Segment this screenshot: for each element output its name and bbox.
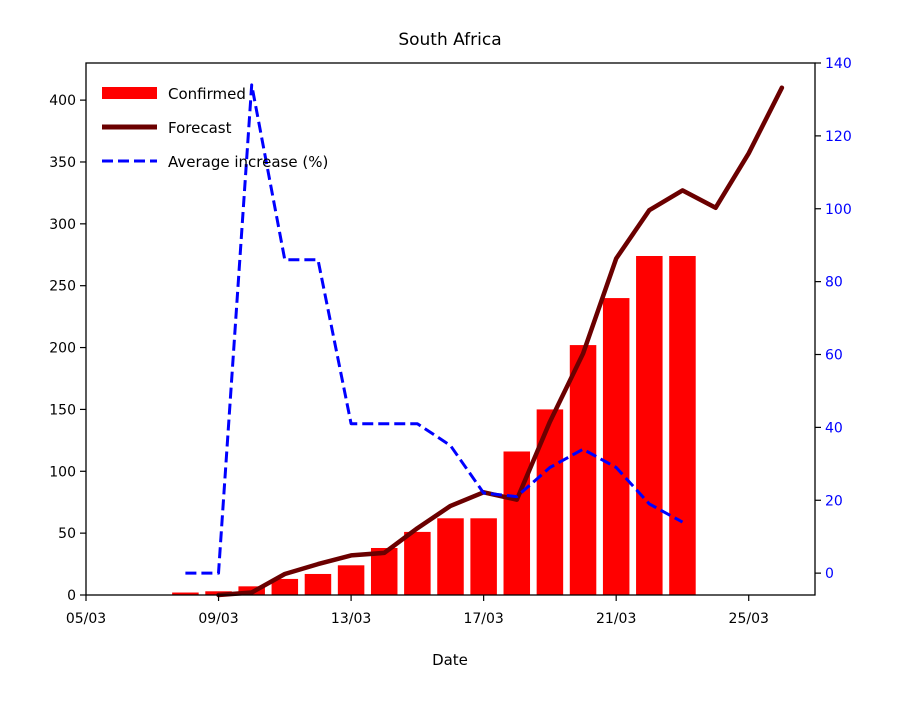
x-tick-label: 25/03 bbox=[729, 611, 769, 627]
y-tick-label: 50 bbox=[58, 526, 76, 542]
y2-tick-label: 20 bbox=[825, 493, 843, 509]
plot-frame bbox=[85, 62, 816, 596]
y2-tick-label: 100 bbox=[825, 202, 852, 218]
y-tick-label: 150 bbox=[49, 402, 76, 418]
y2-tick-label: 140 bbox=[825, 56, 852, 72]
x-tick-label: 09/03 bbox=[198, 611, 238, 627]
bar-22 bbox=[636, 256, 663, 595]
bar-16 bbox=[437, 518, 464, 595]
axes-layer: 0 50 100 150 200 250 300 350 400 0 20 40 60 80 100 120 1… bbox=[49, 56, 851, 627]
bar-17 bbox=[470, 518, 497, 595]
x-tick-label: 05/03 bbox=[66, 611, 106, 627]
x-axis-label: Date bbox=[432, 651, 468, 669]
series-line-2 bbox=[185, 83, 684, 575]
legend-label-forecast: Forecast bbox=[168, 119, 232, 137]
legend: Confirmed Forecast Average increase (%) bbox=[102, 85, 328, 171]
y2-tick-label: 80 bbox=[825, 275, 843, 291]
y2-tick-label: 60 bbox=[825, 348, 843, 364]
bar-13 bbox=[337, 565, 365, 595]
legend-swatch-confirmed bbox=[102, 87, 157, 99]
y2-tick-label: 120 bbox=[825, 129, 852, 145]
y-tick-label: 350 bbox=[49, 155, 76, 171]
chart-title: South Africa bbox=[398, 30, 501, 50]
y-tick-label: 0 bbox=[67, 588, 76, 604]
legend-label-increase: Average increase (%) bbox=[168, 153, 328, 171]
bar-12 bbox=[304, 573, 332, 595]
y-tick-label: 400 bbox=[49, 93, 76, 109]
bar-20 bbox=[569, 345, 597, 595]
x-tick-label: 13/03 bbox=[331, 611, 371, 627]
y-tick-label: 300 bbox=[49, 217, 76, 233]
bar-21 bbox=[602, 298, 630, 595]
bar-8 bbox=[172, 592, 199, 595]
x-tick-label: 21/03 bbox=[596, 611, 636, 627]
y-tick-label: 200 bbox=[49, 341, 76, 357]
y2-tick-label: 40 bbox=[825, 420, 843, 436]
bar-11 bbox=[271, 578, 299, 595]
x-tick-label: 17/03 bbox=[463, 611, 503, 627]
bar-15 bbox=[404, 531, 431, 595]
bar-19 bbox=[536, 409, 564, 595]
y-tick-label: 250 bbox=[49, 279, 76, 295]
y2-tick-label: 0 bbox=[825, 566, 834, 582]
legend-label-confirmed: Confirmed bbox=[168, 85, 246, 103]
y-tick-label: 100 bbox=[49, 464, 76, 480]
bar-series-layer bbox=[172, 256, 696, 595]
line-series-layer bbox=[185, 83, 785, 598]
bar-23 bbox=[669, 256, 696, 595]
